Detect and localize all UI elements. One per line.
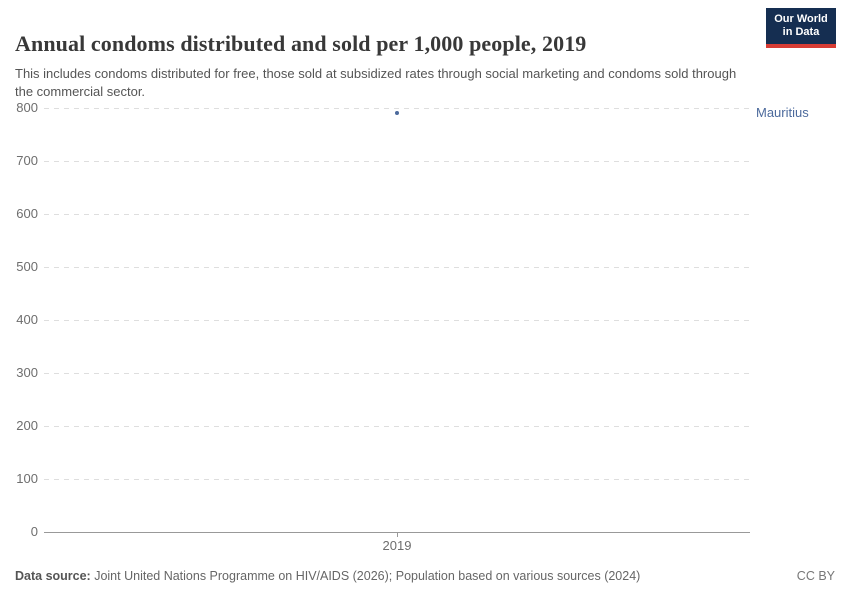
entity-label[interactable]: Mauritius: [756, 105, 809, 121]
y-gridline: [44, 320, 750, 321]
y-tick-label: 500: [16, 259, 38, 274]
data-source-text: Joint United Nations Programme on HIV/AI…: [90, 569, 641, 583]
x-tick-label: 2019: [382, 538, 412, 553]
license-link[interactable]: CC BY: [796, 569, 835, 583]
y-gridline: [44, 214, 750, 215]
y-tick-label: 800: [16, 100, 38, 115]
y-tick-label: 200: [16, 418, 38, 433]
y-tick-label: 700: [16, 153, 38, 168]
owid-logo[interactable]: Our World in Data: [766, 8, 836, 48]
y-tick-label: 100: [16, 471, 38, 486]
chart-footer: Data source: Joint United Nations Progra…: [15, 569, 835, 583]
owid-logo-line2: in Data: [782, 26, 820, 38]
y-gridline: [44, 108, 750, 109]
y-gridline: [44, 479, 750, 480]
data-source-note: Data source: Joint United Nations Progra…: [15, 569, 640, 583]
y-tick-label: 0: [30, 524, 38, 539]
data-point-mauritius[interactable]: [395, 111, 399, 116]
owid-logo-line1: Our World: [774, 13, 828, 25]
y-tick-label: 600: [16, 206, 38, 221]
y-tick-label: 400: [16, 312, 38, 327]
y-gridline: [44, 161, 750, 162]
chart-subtitle: This includes condoms distributed for fr…: [15, 66, 737, 99]
data-source-label: Data source:: [15, 569, 91, 583]
y-gridline: [44, 373, 750, 374]
y-gridline: [44, 426, 750, 427]
page-title: Annual condoms distributed and sold per …: [15, 30, 587, 56]
y-gridline: [44, 267, 750, 268]
x-tick: [397, 532, 398, 537]
y-tick-label: 300: [16, 365, 38, 380]
